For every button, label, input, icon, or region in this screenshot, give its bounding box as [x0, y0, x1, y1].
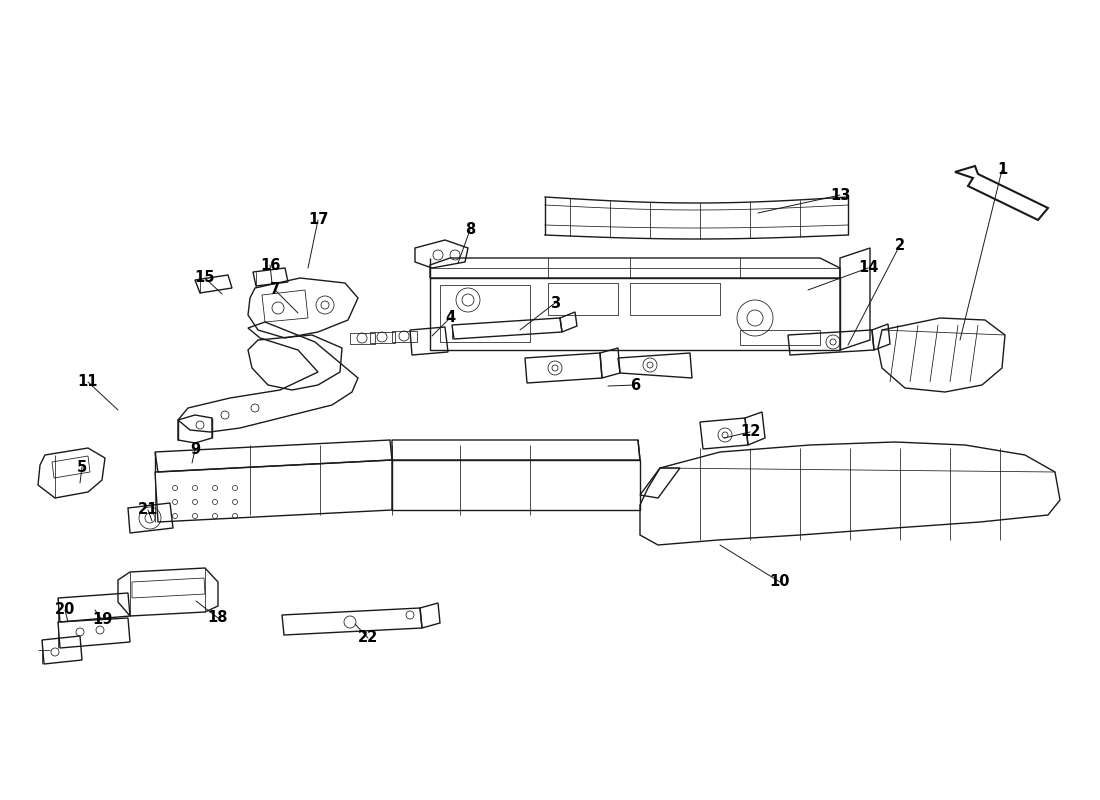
Text: 12: 12	[740, 425, 760, 439]
Text: 1: 1	[997, 162, 1008, 178]
Text: 6: 6	[630, 378, 640, 393]
Text: 15: 15	[195, 270, 216, 286]
Text: 10: 10	[770, 574, 790, 590]
Text: 2: 2	[895, 238, 905, 253]
Text: 7: 7	[270, 282, 280, 298]
Text: 17: 17	[308, 213, 328, 227]
Text: 13: 13	[829, 187, 850, 202]
Text: 9: 9	[190, 442, 200, 458]
Text: 20: 20	[55, 602, 75, 618]
Text: 18: 18	[208, 610, 229, 626]
Polygon shape	[955, 166, 1048, 220]
Text: 16: 16	[260, 258, 280, 273]
Text: 8: 8	[465, 222, 475, 238]
Text: 4: 4	[444, 310, 455, 326]
Text: 5: 5	[77, 459, 87, 474]
Text: 21: 21	[138, 502, 158, 518]
Text: 14: 14	[858, 261, 878, 275]
Text: 19: 19	[91, 613, 112, 627]
Text: 22: 22	[358, 630, 378, 646]
Text: 11: 11	[78, 374, 98, 390]
Text: 3: 3	[550, 295, 560, 310]
